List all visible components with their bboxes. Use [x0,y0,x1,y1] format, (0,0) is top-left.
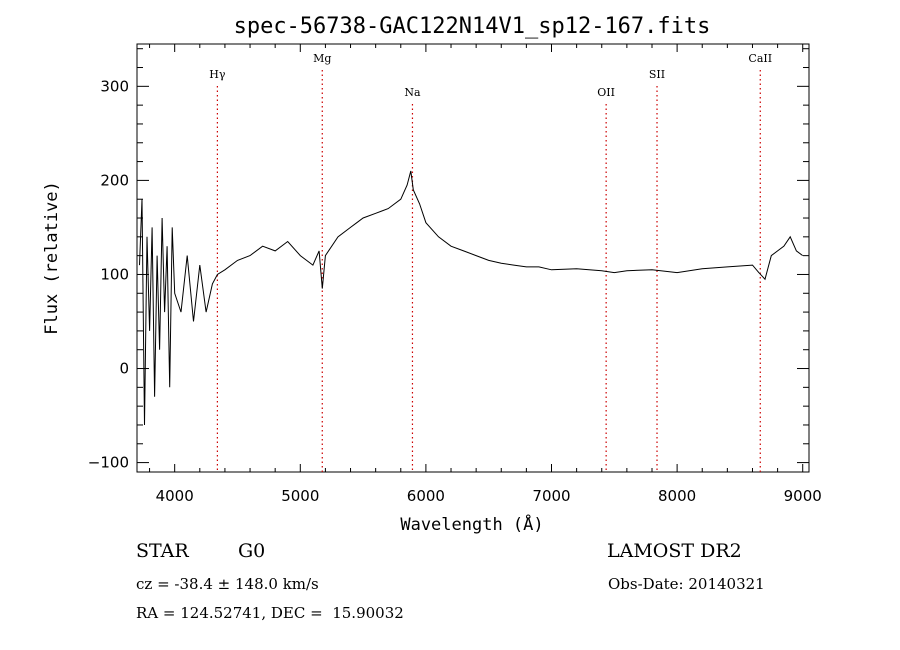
y-tick-label: 100 [100,265,129,283]
y-axis: −100 0 100 200 300 [88,48,809,472]
spectral-line-label: Hγ [209,68,226,81]
redshift-text: cz = -38.4 ± 148.0 km/s [136,575,319,593]
x-tick-label: 4000 [156,487,194,505]
object-class: STAR [136,540,189,562]
y-axis-label: Flux (relative) [42,181,62,335]
x-axis-label: Wavelength (Å) [400,513,543,535]
y-tick-label: 300 [100,77,129,95]
y-tick-label: −100 [88,454,129,472]
chart-title: spec-56738-GAC122N14V1_sp12-167.fits [234,14,711,39]
object-subclass: G0 [238,540,266,562]
y-tick-label: 200 [100,171,129,189]
obs-date-text: Obs-Date: 20140321 [608,575,765,593]
x-tick-label: 9000 [784,487,822,505]
survey-label: LAMOST DR2 [607,540,742,562]
spectral-line-label: Na [404,86,421,99]
spectral-line-label: CaII [748,52,772,65]
spectral-line-label: OII [597,86,615,99]
spectral-line-label: Mg [313,52,331,65]
x-axis: 4000 5000 6000 7000 8000 9000 [149,44,822,505]
y-tick-label: 0 [119,360,129,378]
coordinates-text: RA = 124.52741, DEC = 15.90032 [136,604,404,622]
spectral-line-label: SII [649,68,665,81]
x-tick-label: 6000 [407,487,445,505]
x-tick-label: 5000 [281,487,319,505]
x-tick-label: 7000 [532,487,570,505]
plot-frame [136,43,810,473]
spectral-line-markers: Hγ Mg Na OII SII CaII [209,52,772,472]
spectrum-line [139,170,803,426]
x-tick-label: 8000 [658,487,696,505]
